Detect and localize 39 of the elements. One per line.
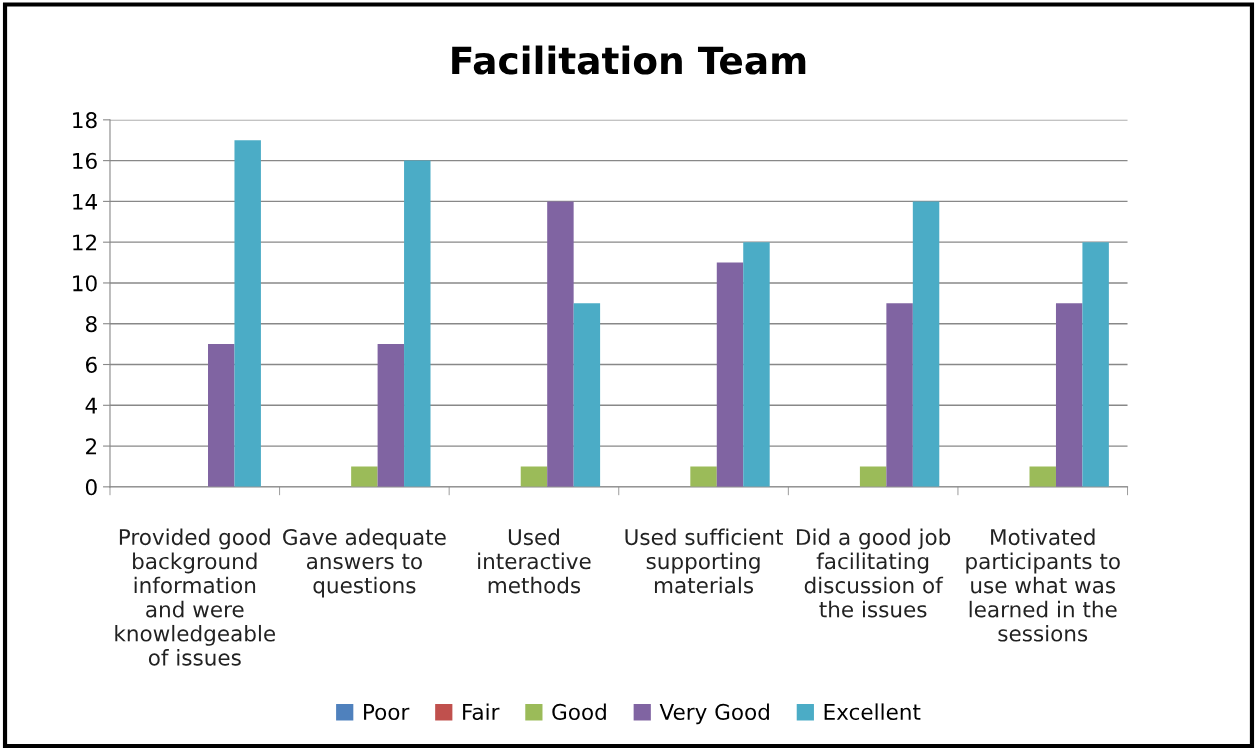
y-tick-label: 14 (73, 193, 97, 210)
bar (886, 303, 913, 487)
bar (573, 303, 601, 487)
legend-label: Very Good (659, 703, 769, 725)
x-tick-label: Used sufficient supporting materials (625, 528, 783, 594)
x-tick-label: Motivated participants to use what was learned in the sessions (966, 528, 1120, 642)
x-tick-label: Provided good background information and were knowledgeable of issues (115, 528, 276, 666)
y-tick-label: 2 (86, 438, 97, 455)
legend-label: Excellent (824, 703, 921, 721)
x-tick-label: Gave adequate answers to questions (283, 528, 446, 598)
bar (547, 201, 574, 487)
legend-label: Fair (463, 703, 500, 721)
y-tick-label: 16 (73, 152, 97, 170)
bar (716, 262, 744, 487)
legend-label: Poor (364, 704, 410, 721)
x-tick-label: Used interactive methods (478, 528, 591, 594)
bar (377, 344, 405, 487)
bar (912, 201, 940, 487)
chart-title: Facilitation Team (452, 45, 806, 75)
bar (1029, 466, 1056, 487)
y-tick-label: 18 (73, 112, 97, 129)
bar (208, 344, 235, 487)
y-tick-label: 8 (85, 315, 97, 333)
x-tick-label: Did a good job facilitating discussion of the issues (797, 528, 951, 618)
bar (1082, 242, 1109, 487)
bar (859, 466, 887, 487)
y-tick-label: 10 (73, 275, 97, 292)
bar (1055, 303, 1083, 487)
y-tick-label: 0 (85, 479, 97, 496)
y-tick-label: 4 (85, 397, 97, 414)
legend-label: Good (552, 703, 606, 721)
bar (520, 466, 548, 487)
y-tick-label: 12 (73, 234, 97, 251)
bar (234, 140, 261, 487)
y-tick-label: 6 (85, 356, 97, 373)
bar (351, 466, 378, 487)
bar (743, 242, 770, 487)
bar (690, 466, 717, 487)
bar (404, 160, 431, 487)
